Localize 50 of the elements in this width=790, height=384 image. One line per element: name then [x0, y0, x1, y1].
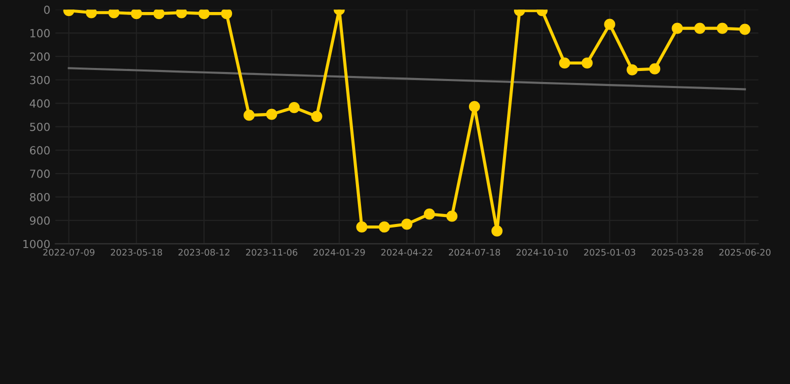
y-tick-label: 300: [30, 76, 50, 84]
point: [356, 221, 368, 233]
point: [649, 63, 660, 74]
x-tick-label: 2024-01-29: [314, 248, 365, 256]
point: [153, 10, 165, 20]
point: [582, 57, 593, 69]
point: [401, 218, 412, 230]
point: [86, 10, 97, 18]
point: [491, 225, 503, 237]
y-tick-label: 100: [30, 29, 50, 38]
y-tick-label: 200: [30, 52, 50, 61]
x-tick-label: 2025-03-28: [652, 248, 703, 256]
point: [244, 110, 255, 121]
y-tick-label: 800: [30, 192, 50, 202]
point: [266, 108, 278, 120]
point: [694, 22, 706, 34]
point: [672, 22, 683, 34]
point: [176, 10, 188, 18]
point: [626, 64, 638, 76]
x-tick-label: 2024-07-18: [448, 248, 500, 256]
x-tick-label: 2024-04-22: [381, 248, 432, 256]
point: [559, 57, 570, 69]
point: [311, 110, 322, 122]
y-tick-label: 600: [30, 146, 50, 155]
point: [198, 10, 210, 20]
point: [716, 22, 728, 34]
point: [288, 102, 300, 114]
x-tick-label: 2024-10-10: [516, 248, 568, 256]
point: [130, 10, 142, 20]
y-tick-label: 400: [30, 99, 50, 108]
point: [446, 210, 458, 222]
point: [378, 221, 390, 233]
point: [424, 208, 435, 220]
y-tick-label: 1000: [23, 240, 50, 248]
x-tick-label: 2022-07-09: [43, 248, 94, 256]
point: [108, 10, 120, 18]
line-series: [68, 67, 746, 90]
x-tick-label: 2023-05-18: [110, 248, 162, 256]
y-tick-label: 0: [44, 6, 50, 14]
y-tick-label: 900: [30, 216, 50, 225]
x-tick-label: 2023-11-06: [246, 248, 298, 256]
point: [221, 10, 232, 20]
point: [739, 24, 750, 35]
point: [604, 18, 616, 30]
point: [468, 101, 480, 112]
x-tick-label: 2025-01-03: [584, 248, 636, 256]
y-tick-label: 500: [30, 122, 50, 132]
x-tick-label: 2023-08-12: [178, 248, 230, 256]
y-tick-label: 700: [30, 170, 50, 178]
x-tick-label: 2025-06-20: [719, 248, 771, 256]
